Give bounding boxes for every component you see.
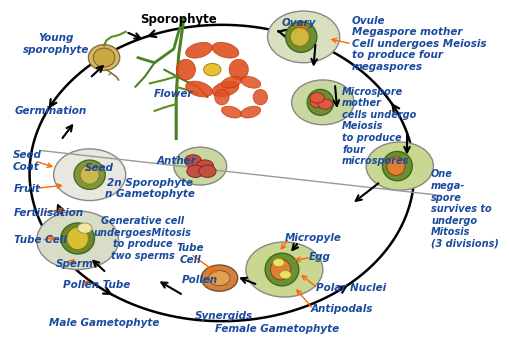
Circle shape	[318, 99, 332, 109]
Circle shape	[37, 211, 118, 270]
Circle shape	[291, 80, 353, 125]
Ellipse shape	[214, 89, 229, 105]
Text: Egg: Egg	[308, 253, 330, 262]
Circle shape	[309, 97, 324, 108]
Circle shape	[201, 265, 237, 291]
Ellipse shape	[176, 59, 195, 80]
Text: Fruit: Fruit	[14, 183, 41, 193]
Circle shape	[199, 165, 216, 177]
Ellipse shape	[80, 165, 99, 184]
Ellipse shape	[212, 81, 238, 97]
Text: Microspore
mother
cells undergo
Meiosis
to produce
four
microspores: Microspore mother cells undergo Meiosis …	[342, 87, 416, 166]
Ellipse shape	[386, 157, 404, 175]
Ellipse shape	[252, 89, 267, 105]
Text: Pollen Tube: Pollen Tube	[63, 280, 130, 290]
Ellipse shape	[285, 21, 316, 52]
Circle shape	[196, 160, 213, 172]
Circle shape	[203, 63, 220, 76]
Text: Ovule
Megaspore mother
Cell undergoes Meiosis
to produce four
megaspores: Ovule Megaspore mother Cell undergoes Me…	[351, 16, 485, 72]
Ellipse shape	[185, 81, 212, 97]
Text: Flower: Flower	[154, 89, 193, 99]
Text: Tube
Cell: Tube Cell	[177, 243, 204, 265]
Text: Tube Cell: Tube Cell	[14, 235, 67, 245]
Ellipse shape	[61, 223, 94, 254]
Text: Seed
Coat: Seed Coat	[13, 150, 42, 172]
Ellipse shape	[265, 253, 298, 286]
Text: Polar Nuclei: Polar Nuclei	[315, 283, 385, 293]
Ellipse shape	[290, 27, 309, 46]
Text: Pollen: Pollen	[182, 275, 218, 285]
Ellipse shape	[270, 259, 290, 280]
Ellipse shape	[74, 160, 105, 189]
Text: Generative cell
undergoesMitosis
to produce
two sperms: Generative cell undergoesMitosis to prod…	[94, 216, 191, 261]
Circle shape	[279, 271, 291, 279]
Ellipse shape	[93, 48, 115, 67]
Circle shape	[245, 242, 322, 297]
Text: Synergids: Synergids	[195, 311, 253, 321]
Text: Micropyle: Micropyle	[284, 234, 341, 244]
Text: Sporophyte: Sporophyte	[140, 13, 216, 26]
Text: Male Gametophyte: Male Gametophyte	[49, 318, 159, 328]
Circle shape	[267, 11, 339, 63]
Text: Anther: Anther	[156, 156, 196, 166]
Ellipse shape	[185, 42, 212, 58]
Circle shape	[174, 147, 226, 185]
Text: Female Gametophyte: Female Gametophyte	[215, 324, 338, 334]
Ellipse shape	[240, 76, 260, 88]
Circle shape	[186, 165, 204, 177]
Ellipse shape	[212, 42, 238, 58]
Ellipse shape	[229, 59, 248, 80]
Circle shape	[309, 93, 324, 103]
Ellipse shape	[240, 106, 260, 118]
Circle shape	[365, 142, 433, 190]
Circle shape	[184, 155, 201, 167]
Ellipse shape	[382, 152, 411, 181]
Ellipse shape	[306, 89, 333, 115]
Circle shape	[209, 271, 230, 286]
Ellipse shape	[67, 227, 88, 250]
Text: One
mega-
spore
survives to
undergo
Mitosis
(3 divisions): One mega- spore survives to undergo Mito…	[430, 170, 498, 249]
Text: Ovary: Ovary	[281, 18, 316, 28]
Text: Seed: Seed	[84, 163, 114, 173]
Text: Antipodals: Antipodals	[310, 304, 373, 314]
Circle shape	[272, 258, 284, 267]
Text: Sperm: Sperm	[56, 259, 94, 269]
Text: Germination: Germination	[14, 106, 86, 116]
Ellipse shape	[221, 106, 241, 118]
Circle shape	[53, 149, 125, 201]
Text: Young
sporophyte: Young sporophyte	[23, 33, 89, 55]
Ellipse shape	[88, 45, 120, 71]
Circle shape	[77, 223, 92, 233]
Text: 2n Sporophyte
n Gametophyte: 2n Sporophyte n Gametophyte	[105, 178, 194, 199]
Text: Fertilisation: Fertilisation	[14, 208, 84, 218]
Ellipse shape	[221, 76, 241, 88]
